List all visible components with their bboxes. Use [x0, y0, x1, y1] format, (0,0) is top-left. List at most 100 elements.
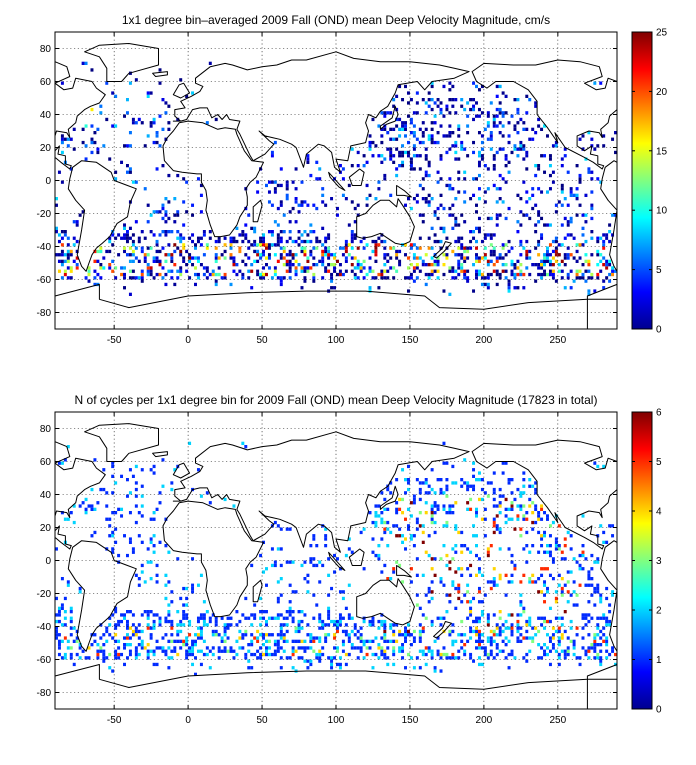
data-cell — [596, 643, 600, 647]
data-cell — [362, 266, 366, 270]
data-cell — [442, 114, 446, 118]
data-cell — [492, 269, 496, 273]
data-cell — [398, 507, 402, 511]
data-cell — [285, 616, 289, 620]
data-cell — [415, 517, 419, 521]
data-cell — [398, 633, 402, 637]
data-cell — [608, 239, 612, 244]
data-cell — [439, 478, 443, 482]
data-cell — [167, 656, 171, 660]
data-cell — [336, 623, 339, 627]
data-cell — [421, 481, 425, 485]
data-cell — [167, 230, 171, 234]
data-cell — [282, 616, 286, 620]
data-cell — [214, 239, 218, 244]
data-cell — [315, 246, 319, 250]
data-cell — [199, 193, 203, 197]
data-cell — [338, 272, 342, 277]
data-cell — [108, 616, 112, 620]
data-cell — [176, 246, 180, 250]
data-cell — [451, 643, 455, 647]
data-cell — [563, 154, 567, 158]
data-cell — [498, 573, 502, 577]
data-cell — [599, 259, 603, 263]
data-cell — [72, 626, 76, 630]
data-cell — [140, 272, 144, 277]
data-cell — [534, 626, 538, 630]
data-cell — [350, 230, 354, 234]
data-cell — [475, 573, 478, 577]
data-cell — [424, 481, 428, 485]
data-cell — [427, 134, 431, 138]
data-cell — [365, 646, 369, 650]
data-cell — [205, 610, 209, 614]
data-cell — [611, 266, 615, 270]
data-cell — [267, 246, 271, 250]
data-cell — [469, 626, 473, 630]
data-cell — [599, 616, 603, 620]
data-cell — [406, 256, 410, 260]
data-cell — [96, 259, 100, 263]
data-cell — [164, 220, 168, 224]
data-cell — [554, 140, 558, 145]
data-cell — [569, 253, 573, 257]
data-cell — [368, 269, 372, 273]
data-cell — [327, 256, 331, 260]
data-cell — [557, 547, 561, 551]
data-cell — [412, 111, 416, 115]
data-cell — [220, 616, 224, 620]
data-cell — [353, 626, 357, 630]
data-cell — [448, 633, 452, 637]
data-cell — [406, 140, 410, 145]
data-cell — [510, 491, 514, 495]
data-cell — [430, 140, 434, 145]
data-cell — [194, 282, 197, 287]
data-cell — [149, 246, 153, 250]
data-cell — [436, 269, 440, 273]
data-cell — [244, 236, 248, 240]
data-cell — [463, 544, 467, 548]
data-cell — [259, 633, 263, 637]
data-cell — [173, 639, 177, 643]
data-cell — [300, 269, 304, 273]
data-cell — [389, 626, 393, 630]
data-cell — [294, 259, 298, 263]
data-cell — [250, 563, 254, 568]
data-cell — [185, 596, 189, 601]
data-cell — [152, 121, 156, 125]
y-tick-label: -60 — [37, 655, 52, 666]
data-cell — [537, 550, 541, 554]
x-tick-label: 0 — [185, 335, 191, 346]
data-cell — [300, 563, 304, 568]
data-cell — [602, 530, 606, 535]
data-cell — [566, 652, 570, 657]
data-cell — [445, 520, 449, 525]
data-cell — [102, 144, 106, 148]
data-cell — [575, 259, 579, 263]
data-cell — [341, 177, 345, 181]
data-cell — [404, 84, 407, 89]
data-cell — [276, 616, 280, 620]
data-cell — [395, 137, 399, 141]
data-cell — [406, 629, 410, 634]
data-cell — [120, 514, 124, 518]
data-cell — [472, 263, 476, 267]
data-cell — [525, 239, 529, 244]
data-cell — [572, 639, 576, 643]
data-cell — [105, 81, 109, 85]
data-cell — [312, 639, 316, 643]
data-cell — [140, 121, 144, 125]
data-cell — [176, 639, 180, 643]
data-cell — [143, 144, 147, 148]
data-cell — [81, 210, 85, 214]
data-cell — [507, 206, 511, 211]
data-cell — [327, 573, 331, 577]
data-cell — [324, 246, 328, 250]
data-cell — [377, 286, 381, 290]
data-cell — [359, 239, 363, 244]
data-cell — [412, 269, 416, 273]
data-cell — [185, 616, 189, 620]
data-cell — [194, 243, 197, 247]
data-cell — [463, 170, 467, 174]
data-cell — [368, 511, 372, 515]
